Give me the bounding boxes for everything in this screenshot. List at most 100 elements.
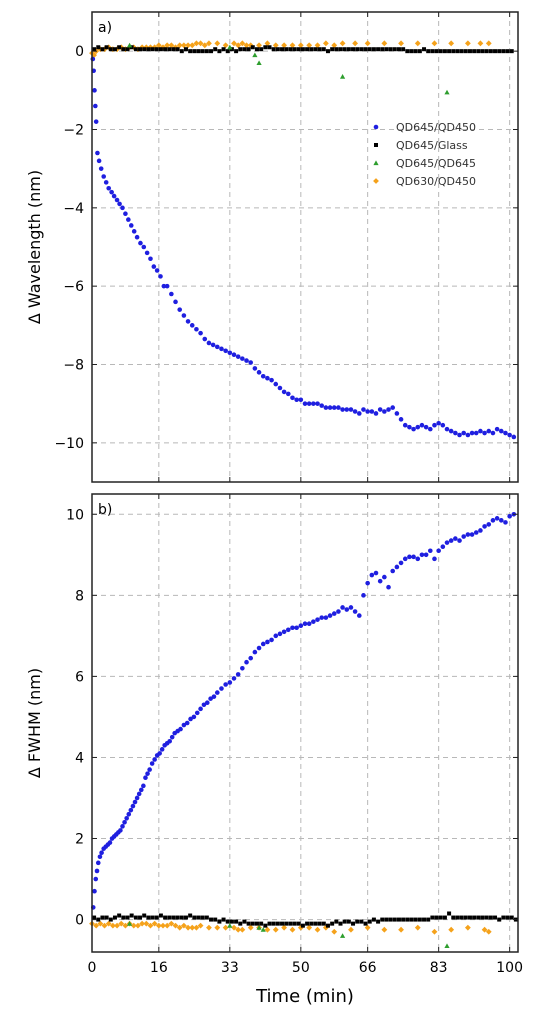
data-point bbox=[136, 791, 142, 797]
data-point bbox=[398, 417, 404, 422]
data-point bbox=[359, 919, 364, 924]
data-point bbox=[104, 915, 109, 920]
data-point bbox=[334, 919, 339, 924]
data-point bbox=[234, 919, 239, 924]
data-point bbox=[219, 686, 224, 691]
data-point bbox=[331, 611, 337, 616]
data-point bbox=[338, 47, 343, 52]
data-point bbox=[138, 915, 143, 920]
data-point bbox=[197, 922, 204, 929]
data-point bbox=[469, 532, 475, 537]
data-point bbox=[472, 915, 477, 920]
data-point bbox=[464, 924, 471, 931]
data-point bbox=[105, 920, 112, 927]
legend-marker bbox=[373, 178, 379, 184]
data-point bbox=[297, 42, 304, 49]
data-point bbox=[325, 923, 330, 928]
data-point bbox=[444, 426, 450, 432]
data-point bbox=[214, 40, 221, 47]
data-point bbox=[280, 47, 285, 52]
data-point bbox=[346, 919, 351, 924]
data-point bbox=[363, 47, 368, 52]
data-point bbox=[447, 911, 452, 916]
data-point bbox=[478, 528, 483, 533]
data-point bbox=[148, 256, 153, 262]
panel-b-y-tick-label: 10 bbox=[66, 507, 84, 523]
data-point bbox=[486, 428, 492, 434]
data-point bbox=[309, 47, 314, 52]
data-point bbox=[465, 532, 471, 537]
data-point bbox=[369, 572, 375, 578]
data-point bbox=[381, 40, 388, 47]
data-point bbox=[289, 42, 296, 49]
data-point bbox=[208, 696, 213, 701]
data-point bbox=[269, 637, 274, 643]
data-point bbox=[432, 556, 437, 562]
data-point bbox=[185, 319, 191, 324]
data-point bbox=[327, 613, 333, 618]
data-point bbox=[352, 409, 358, 414]
data-point bbox=[426, 49, 431, 54]
data-point bbox=[112, 47, 117, 52]
legend-entry-qd645-qd450: QD645/QD450 bbox=[373, 121, 476, 134]
data-point bbox=[158, 47, 163, 52]
data-point bbox=[134, 234, 140, 240]
data-point bbox=[222, 42, 229, 49]
data-point bbox=[189, 323, 195, 328]
data-point bbox=[206, 40, 212, 47]
data-point bbox=[163, 47, 168, 52]
x-tick-label: 100 bbox=[496, 960, 523, 976]
data-point bbox=[467, 915, 472, 920]
data-point bbox=[290, 625, 295, 631]
data-point bbox=[167, 47, 172, 52]
data-point bbox=[145, 771, 150, 776]
data-point bbox=[103, 180, 109, 185]
data-point bbox=[348, 605, 354, 610]
data-point bbox=[194, 326, 199, 332]
data-point bbox=[222, 924, 229, 931]
data-point bbox=[143, 920, 150, 927]
data-point bbox=[198, 706, 203, 712]
data-point bbox=[101, 46, 108, 53]
data-point bbox=[259, 921, 264, 926]
data-point bbox=[457, 432, 462, 438]
data-point bbox=[217, 919, 222, 924]
data-point bbox=[176, 924, 183, 931]
legend-marker bbox=[374, 143, 378, 147]
data-point bbox=[427, 548, 433, 554]
data-point bbox=[355, 47, 360, 52]
data-point bbox=[306, 621, 312, 626]
data-point bbox=[134, 795, 140, 801]
data-point bbox=[227, 44, 233, 50]
legend-label-qd645-qd645: QD645/QD645 bbox=[396, 157, 476, 170]
data-point bbox=[371, 917, 376, 922]
panel-a-y-tick-label: −4 bbox=[63, 201, 84, 217]
data-point bbox=[434, 915, 439, 920]
data-point bbox=[263, 923, 268, 928]
data-point bbox=[373, 411, 379, 416]
data-point bbox=[457, 538, 462, 543]
data-point bbox=[126, 217, 131, 222]
data-point bbox=[229, 919, 234, 924]
data-point bbox=[144, 250, 150, 256]
data-point bbox=[501, 915, 506, 920]
data-point bbox=[469, 430, 475, 436]
data-point bbox=[467, 49, 472, 54]
data-point bbox=[490, 518, 496, 523]
data-point bbox=[196, 915, 201, 920]
data-point bbox=[100, 915, 105, 920]
data-point bbox=[271, 47, 276, 52]
data-point bbox=[96, 158, 102, 164]
data-point bbox=[95, 150, 100, 156]
data-point bbox=[92, 888, 97, 894]
data-point bbox=[401, 47, 406, 52]
data-point bbox=[311, 401, 316, 406]
data-point bbox=[377, 578, 383, 584]
data-point bbox=[92, 47, 97, 52]
data-point bbox=[188, 913, 193, 918]
data-point bbox=[398, 560, 404, 566]
data-point bbox=[339, 933, 346, 938]
panel-a-y-tick-label: −2 bbox=[63, 123, 84, 139]
data-point bbox=[381, 926, 388, 933]
data-point bbox=[204, 49, 209, 54]
